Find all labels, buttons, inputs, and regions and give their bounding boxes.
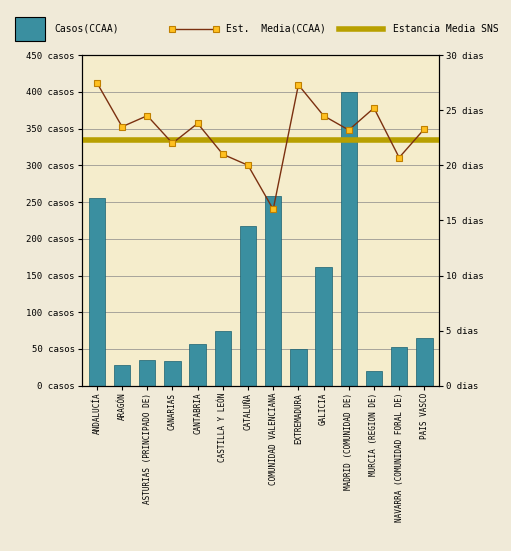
Est.  Media(CCAA) bbox=[270, 206, 276, 213]
Est.  Media(CCAA) bbox=[421, 126, 427, 132]
Est.  Media(CCAA) bbox=[119, 123, 125, 130]
Est.  Media(CCAA) bbox=[396, 154, 402, 161]
Est.  Media(CCAA) bbox=[195, 120, 201, 127]
Bar bbox=[265, 196, 282, 386]
Est.  Media(CCAA) bbox=[295, 82, 301, 88]
Line: Est.  Media(CCAA): Est. Media(CCAA) bbox=[94, 79, 428, 213]
Est.  Media(CCAA) bbox=[169, 140, 175, 147]
Est.  Media(CCAA) bbox=[245, 162, 251, 169]
Bar bbox=[315, 267, 332, 386]
Bar bbox=[416, 338, 432, 386]
Bar bbox=[240, 226, 256, 386]
Bar bbox=[215, 331, 231, 386]
Bar bbox=[89, 198, 105, 386]
Bar bbox=[114, 365, 130, 386]
Est.  Media(CCAA) bbox=[346, 127, 352, 133]
Bar bbox=[290, 349, 307, 386]
Bar bbox=[391, 347, 407, 386]
Text: Est.  Media(CCAA): Est. Media(CCAA) bbox=[226, 24, 326, 34]
Bar bbox=[190, 344, 206, 386]
Est.  Media(CCAA) bbox=[320, 112, 327, 119]
Est.  Media(CCAA) bbox=[144, 112, 150, 119]
Bar bbox=[366, 371, 382, 386]
Est.  Media(CCAA) bbox=[220, 151, 226, 158]
Bar bbox=[139, 360, 155, 386]
Bar bbox=[15, 17, 44, 41]
Est.  Media(CCAA) bbox=[371, 105, 377, 111]
Text: Estancia Media SNS: Estancia Media SNS bbox=[393, 24, 499, 34]
Bar bbox=[164, 361, 180, 386]
Est.  Media(CCAA) bbox=[94, 79, 100, 86]
Text: Casos(CCAA): Casos(CCAA) bbox=[54, 24, 119, 34]
Bar bbox=[341, 92, 357, 386]
